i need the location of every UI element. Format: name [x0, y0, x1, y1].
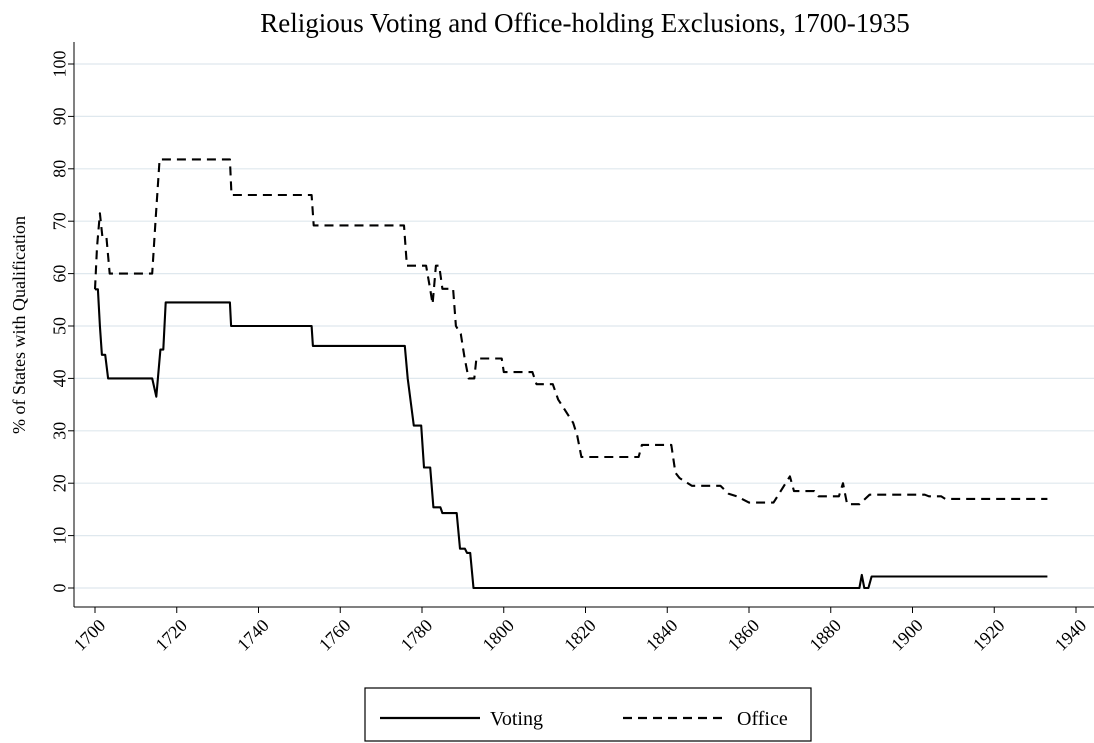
y-tick-label: 40	[49, 369, 69, 387]
y-tick-label: 50	[49, 317, 69, 335]
y-tick-label: 30	[49, 422, 69, 440]
x-tick-label: 1840	[642, 615, 682, 655]
y-ticks: 0 10 20 30 40 50 60 70 80 90 100	[49, 51, 74, 593]
series-line-voting	[95, 288, 1048, 590]
x-ticks: 1700 1720 1740 1760 1780 1800 1820 1840 1860 1880…	[70, 607, 1091, 655]
y-tick-label: 80	[49, 160, 69, 178]
y-tick-label: 20	[49, 474, 69, 492]
x-tick-label: 1780	[397, 615, 437, 655]
legend-box	[364, 687, 812, 742]
y-tick-label: 10	[49, 527, 69, 545]
x-tick-label: 1800	[478, 615, 518, 655]
x-tick-label: 1700	[70, 615, 110, 655]
y-tick-label: 100	[49, 51, 69, 78]
x-tick-label: 1720	[151, 615, 191, 655]
x-tick-label: 1860	[724, 615, 764, 655]
x-tick-label: 1920	[969, 615, 1009, 655]
x-tick-label: 1820	[560, 615, 600, 655]
y-tick-label: 70	[49, 212, 69, 230]
y-axis-label: % of States with Qualification	[9, 216, 29, 434]
x-tick-label: 1900	[887, 615, 927, 655]
legend-office-label: Office	[737, 708, 788, 730]
x-tick-label: 1880	[805, 615, 845, 655]
legend: Voting Office	[364, 687, 812, 742]
y-tick-label: 90	[49, 107, 69, 125]
series-lines	[93, 158, 1048, 590]
y-tick-label: 60	[49, 265, 69, 283]
chart-title: Religious Voting and Office-holding Excl…	[260, 8, 909, 38]
plot-background	[74, 42, 1094, 607]
x-tick-label: 1940	[1051, 615, 1091, 655]
x-tick-label: 1740	[233, 615, 273, 655]
y-tick-label: 0	[49, 584, 69, 593]
legend-voting-label: Voting	[490, 708, 543, 730]
x-tick-label: 1760	[315, 615, 355, 655]
